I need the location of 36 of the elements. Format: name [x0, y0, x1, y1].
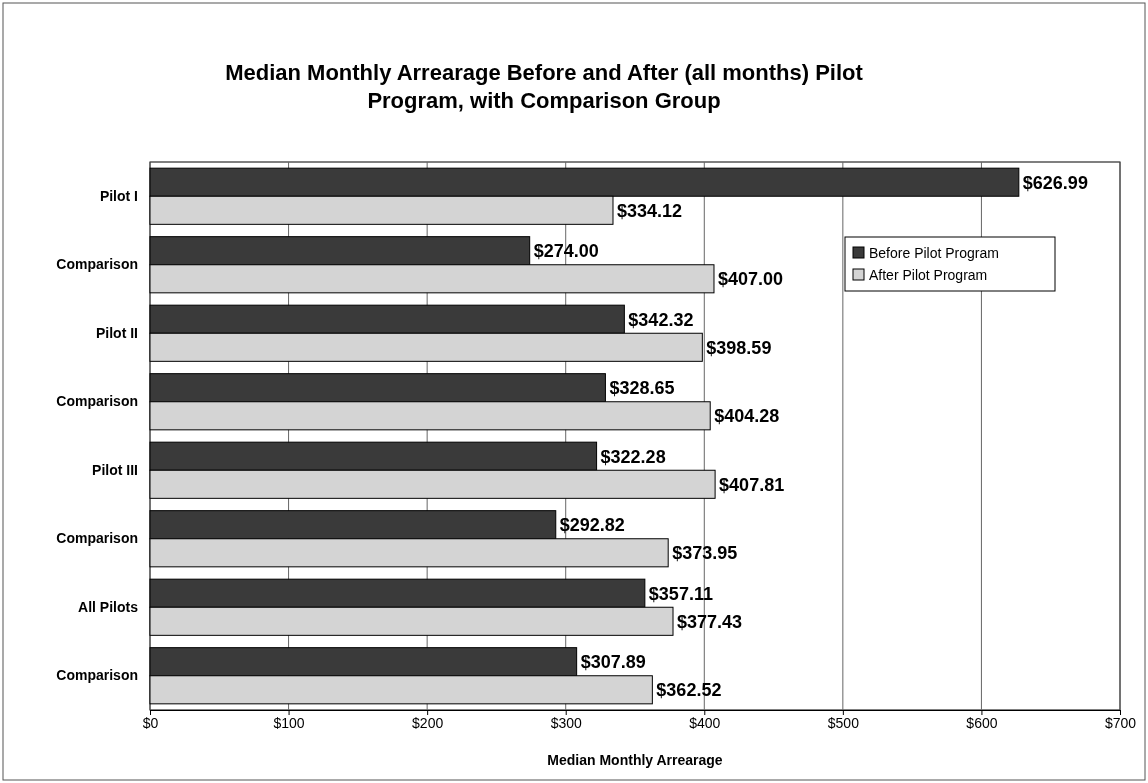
data-label: $307.89	[580, 652, 646, 673]
x-tick-label: $300	[550, 714, 582, 731]
data-label: $404.28	[714, 406, 780, 427]
data-label: $407.00	[717, 269, 784, 290]
y-tick-label: All Pilots	[78, 598, 139, 615]
data-label: $334.12	[616, 200, 683, 221]
data-label: $398.59	[706, 337, 772, 358]
legend-label: Before Pilot Program	[869, 244, 999, 261]
y-tick-label: Pilot I	[99, 187, 138, 204]
x-tick-label: $700	[1104, 714, 1137, 731]
y-tick-label: Comparison	[56, 393, 138, 410]
y-tick-label: Comparison	[56, 667, 138, 684]
data-label: $274.00	[533, 241, 599, 262]
y-tick-label: Pilot II	[96, 324, 138, 341]
x-tick-label: $200	[412, 714, 444, 731]
x-tick-label: $600	[966, 714, 998, 731]
data-label: $377.43	[677, 611, 743, 632]
x-tick-label: $400	[689, 714, 721, 731]
chart-title: Median Monthly Arrearage Before and After (all months) Pilot Program, with Comparison Group	[225, 60, 864, 113]
data-label: $322.28	[600, 446, 666, 467]
legend-label: After Pilot Program	[869, 266, 988, 283]
x-tick-label: $0	[142, 714, 159, 731]
y-tick-label: Comparison	[56, 530, 138, 547]
y-tick-label: Comparison	[56, 256, 138, 273]
data-label: $373.95	[672, 543, 738, 564]
data-label: $328.65	[609, 378, 675, 399]
x-axis-title: Median Monthly Arrearage	[547, 752, 723, 768]
data-label: $626.99	[1022, 172, 1088, 193]
data-label: $292.82	[559, 515, 625, 536]
y-tick-label: Pilot III	[92, 461, 138, 478]
x-tick-label: $500	[827, 714, 860, 731]
data-label: $407.81	[719, 474, 785, 495]
data-label: $362.52	[656, 680, 722, 701]
x-tick-label: $100	[273, 714, 305, 731]
data-label: $357.11	[648, 583, 713, 604]
data-label: $342.32	[628, 309, 694, 330]
